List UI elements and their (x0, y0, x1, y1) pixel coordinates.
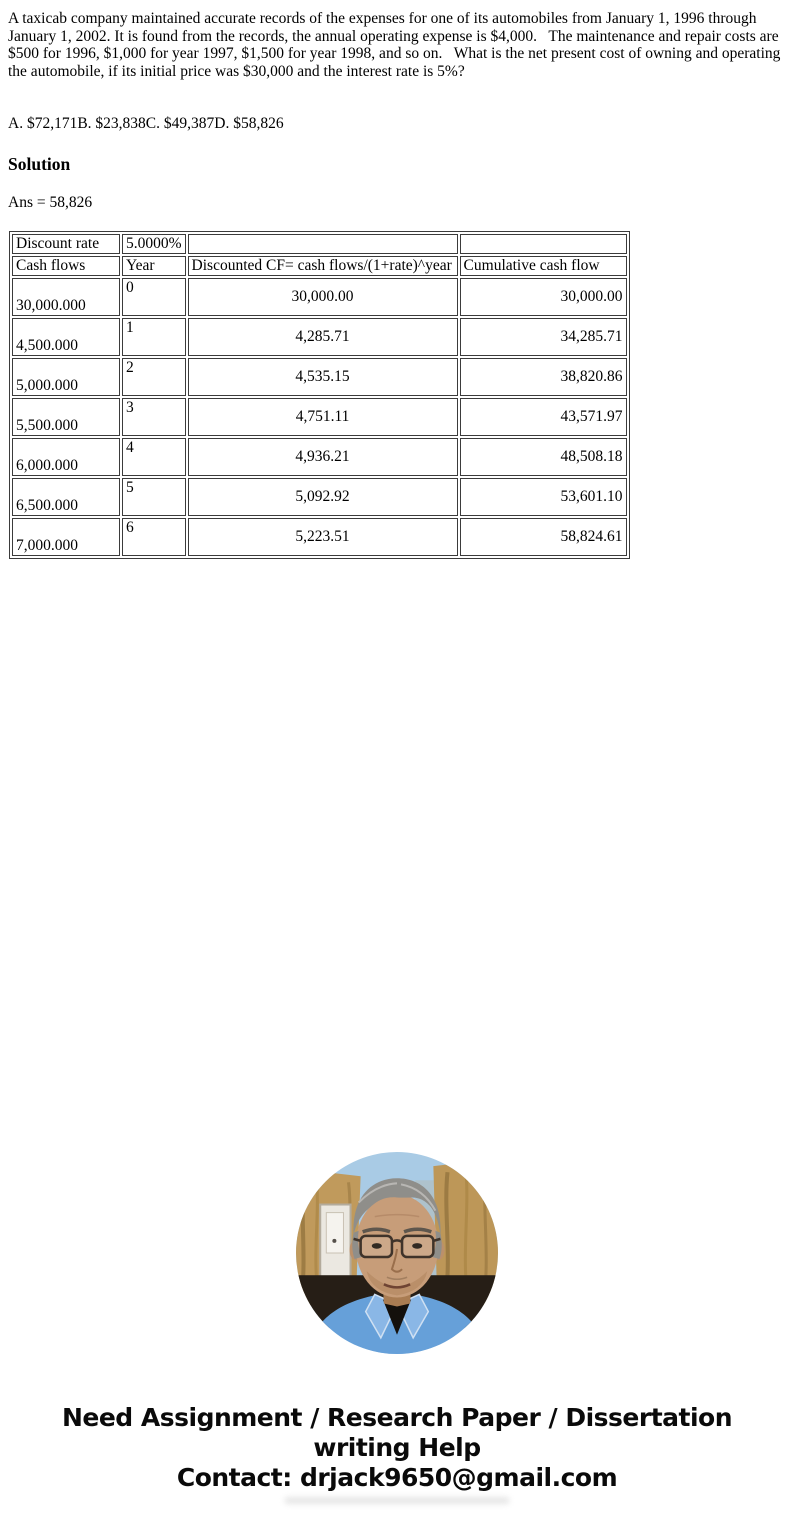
cash-flow-cell: 5,000.000 (12, 358, 120, 396)
year-cell: 3 (122, 398, 186, 436)
footer-heading-line2: writing Help (313, 1433, 481, 1462)
discounted-cf-cell: 4,751.11 (187, 398, 458, 436)
blurred-watermark (284, 1497, 510, 1504)
discount-rate-row: Discount rate 5.0000% (12, 234, 627, 254)
discounted-cf-cell: 5,092.92 (187, 478, 458, 516)
discounted-cf-cell: 30,000.00 (187, 278, 458, 316)
final-answer-line: Ans = 58,826 (8, 194, 93, 211)
year-cell: 6 (122, 518, 186, 556)
column-header-cumulative-cf: Cumulative cash flow (459, 256, 627, 276)
cash-flow-cell: 4,500.000 (12, 318, 120, 356)
table-row: 30,000.000 0 30,000.00 30,000.00 (12, 278, 627, 316)
instructor-photo (0, 1152, 794, 1354)
solution-heading: Solution (8, 154, 71, 174)
column-header-discounted-cf: Discounted CF= cash flows/(1+rate)^year (187, 256, 458, 276)
discount-rate-label: Discount rate (12, 234, 120, 254)
discounted-cf-cell: 4,535.15 (187, 358, 458, 396)
cash-flow-cell: 5,500.000 (12, 398, 120, 436)
year-cell: 1 (122, 318, 186, 356)
cumulative-cf-cell: 43,571.97 (459, 398, 627, 436)
instructor-portrait-icon (296, 1152, 498, 1354)
table-row: 6,000.000 4 4,936.21 48,508.18 (12, 438, 627, 476)
cumulative-cf-cell: 34,285.71 (459, 318, 627, 356)
table-row: 5,000.000 2 4,535.15 38,820.86 (12, 358, 627, 396)
footer-contact-email: Contact: drjack9650@gmail.com (176, 1463, 618, 1492)
discount-rate-value: 5.0000% (122, 234, 186, 254)
table-row: 6,500.000 5 5,092.92 53,601.10 (12, 478, 627, 516)
year-cell: 2 (122, 358, 186, 396)
answer-options-line: A. $72,171B. $23,838C. $49,387D. $58,826 (8, 115, 284, 132)
cash-flow-cell: 30,000.000 (12, 278, 120, 316)
cash-flow-cell: 6,000.000 (12, 438, 120, 476)
table-row: 4,500.000 1 4,285.71 34,285.71 (12, 318, 627, 356)
column-header-cash-flows: Cash flows (12, 256, 120, 276)
empty-cell (459, 234, 627, 254)
npv-calculation-table: Discount rate 5.0000% Cash flows Year Di… (9, 231, 630, 559)
cumulative-cf-cell: 53,601.10 (459, 478, 627, 516)
discounted-cf-cell: 5,223.51 (187, 518, 458, 556)
cumulative-cf-cell: 48,508.18 (459, 438, 627, 476)
cash-flow-cell: 7,000.000 (12, 518, 120, 556)
year-cell: 5 (122, 478, 186, 516)
table-row: 7,000.000 6 5,223.51 58,824.61 (12, 518, 627, 556)
problem-statement: A taxicab company maintained accurate re… (8, 10, 785, 80)
document-body: A taxicab company maintained accurate re… (8, 10, 786, 559)
cumulative-cf-cell: 30,000.00 (459, 278, 627, 316)
footer-heading-line1: Need Assignment / Research Paper / Disse… (61, 1403, 733, 1432)
table-row: 5,500.000 3 4,751.11 43,571.97 (12, 398, 627, 436)
year-cell: 0 (122, 278, 186, 316)
year-cell: 4 (122, 438, 186, 476)
column-header-year: Year (122, 256, 186, 276)
discounted-cf-cell: 4,936.21 (187, 438, 458, 476)
cumulative-cf-cell: 38,820.86 (459, 358, 627, 396)
cash-flow-cell: 6,500.000 (12, 478, 120, 516)
column-header-row: Cash flows Year Discounted CF= cash flow… (12, 256, 627, 276)
cumulative-cf-cell: 58,824.61 (459, 518, 627, 556)
discounted-cf-cell: 4,285.71 (187, 318, 458, 356)
empty-cell (187, 234, 458, 254)
footer-promo: Need Assignment / Research Paper / Disse… (0, 1403, 794, 1493)
